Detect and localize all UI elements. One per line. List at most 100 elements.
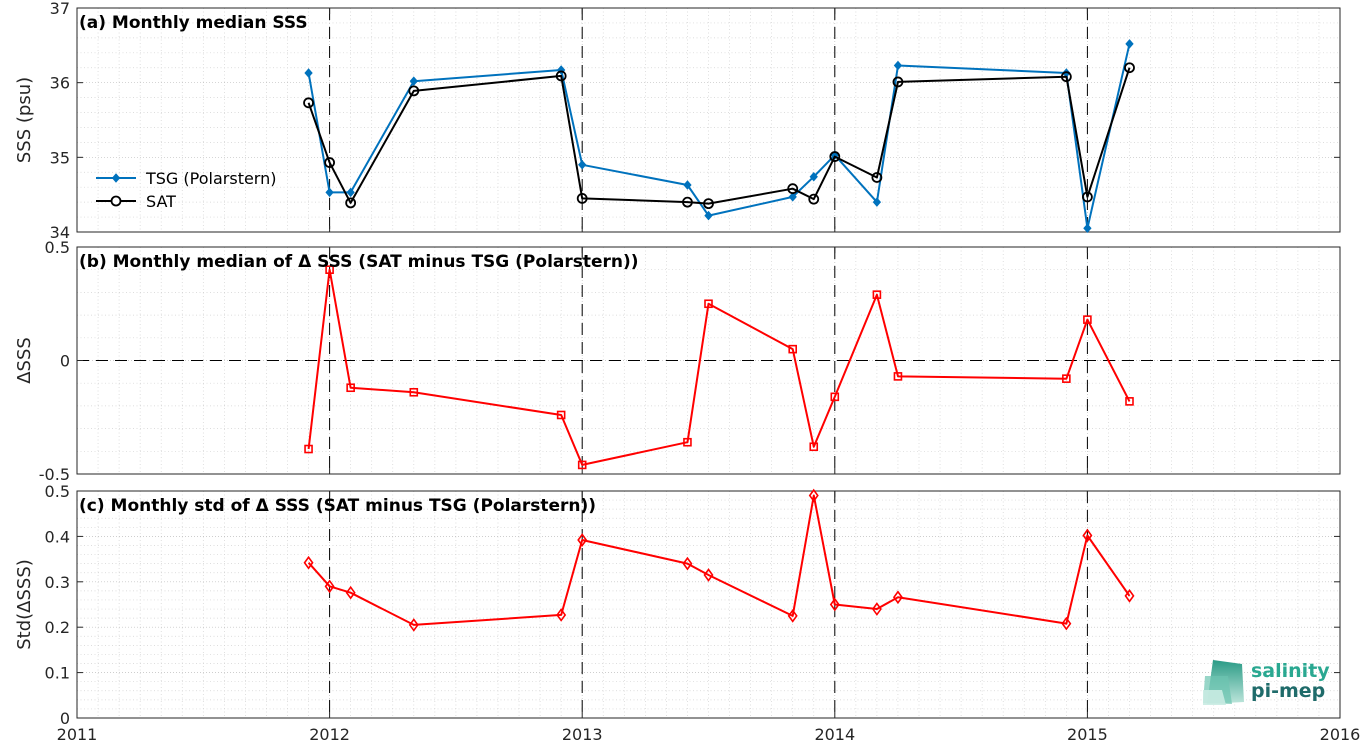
- data-point: [1124, 589, 1135, 603]
- data-point: [304, 68, 313, 78]
- y-axis-label: SSS (psu): [14, 77, 35, 163]
- y-tick-label: 35: [50, 148, 70, 167]
- data-point: [345, 197, 357, 209]
- x-tick-label: 2011: [57, 725, 98, 744]
- data-point: [1124, 62, 1135, 74]
- data-point: [1125, 39, 1134, 49]
- axes-box: [76, 490, 1341, 719]
- salinity-pi-mep-logo: salinity pi-mep: [1203, 660, 1330, 705]
- data-point: [829, 597, 840, 612]
- data-point: [704, 210, 713, 221]
- data-point: [871, 602, 882, 616]
- data-point: [893, 60, 903, 71]
- y-tick-label: 34: [50, 223, 70, 242]
- y-tick-label: -0.5: [39, 465, 70, 484]
- y-tick-label: 0.5: [45, 238, 70, 257]
- data-point: [1083, 315, 1092, 324]
- data-point: [1125, 397, 1134, 406]
- legend-label: TSG (Polarstern): [145, 169, 276, 188]
- data-point: [872, 290, 882, 299]
- y-tick-label: 0: [60, 352, 70, 371]
- data-point: [829, 151, 841, 162]
- data-point: [682, 556, 693, 571]
- y-tick-label: 0.1: [45, 664, 70, 683]
- x-tick-label: 2014: [814, 725, 855, 744]
- y-tick-label: 0.2: [45, 618, 70, 637]
- data-point: [577, 533, 588, 547]
- legend-marker: [110, 195, 122, 207]
- data-point: [409, 387, 419, 397]
- panel-2: -0.5 0 0.5 ΔSSS (b) Monthly median of Δ SSS …: [14, 238, 1341, 484]
- data-point: [892, 76, 904, 88]
- logo-line2: pi-mep: [1251, 680, 1325, 702]
- data-point: [576, 192, 588, 204]
- panel-title: (b) Monthly median of Δ SSS (SAT minus T…: [79, 252, 639, 272]
- data-point: [704, 299, 713, 309]
- data-point: [830, 392, 840, 402]
- data-point: [324, 157, 336, 168]
- data-point: [1061, 616, 1072, 631]
- data-point: [787, 608, 798, 623]
- data-point: [1062, 374, 1071, 383]
- x-tick-label: 2016: [1320, 725, 1361, 744]
- panel-3: 2011 2012 2013 2014 2015 2016 0 0.1 0.2 0.3 0.4 0.5…: [14, 482, 1360, 744]
- data-point: [872, 197, 882, 207]
- data-point: [808, 488, 819, 503]
- y-axis-label: Std(ΔSSS): [14, 559, 35, 650]
- series-line: [307, 268, 1131, 466]
- data-point: [683, 180, 692, 190]
- y-tick-label: 0.4: [45, 527, 70, 546]
- data-point: [304, 444, 313, 454]
- data-point: [303, 97, 314, 109]
- data-point: [408, 618, 419, 632]
- data-point: [1083, 223, 1092, 234]
- data-point: [809, 442, 819, 452]
- legend-marker: [111, 173, 121, 183]
- data-point: [555, 70, 567, 82]
- data-point: [788, 344, 798, 354]
- data-point: [577, 460, 587, 470]
- data-point: [408, 85, 420, 97]
- y-tick-label: 0: [60, 709, 70, 728]
- y-tick-label: 0.5: [45, 482, 70, 501]
- data-point: [578, 160, 587, 170]
- y-tick-label: 37: [50, 0, 70, 18]
- x-tick-label: 2015: [1067, 725, 1108, 744]
- data-point: [892, 590, 903, 605]
- data-point: [345, 585, 356, 600]
- data-point: [682, 196, 693, 208]
- data-point: [893, 372, 903, 381]
- panel-title: (c) Monthly std of Δ SSS (SAT minus TSG …: [79, 496, 596, 516]
- data-point: [1082, 191, 1093, 203]
- data-point: [303, 555, 314, 570]
- data-point: [556, 608, 567, 622]
- data-point: [683, 437, 692, 447]
- data-point: [809, 171, 818, 182]
- panel-1: 34 35 36 37 SSS (psu) (a) Monthly median SSS T…: [14, 0, 1341, 242]
- data-point: [346, 187, 355, 198]
- data-point: [346, 383, 355, 393]
- data-point: [409, 76, 418, 86]
- x-tick-label: 2012: [309, 725, 350, 744]
- data-point: [325, 265, 334, 275]
- data-point: [871, 172, 883, 183]
- data-point: [1060, 71, 1072, 83]
- data-point: [808, 193, 820, 205]
- y-tick-label: 0.3: [45, 573, 70, 592]
- x-tick-label: 2013: [562, 725, 603, 744]
- logo-line1: salinity: [1251, 660, 1330, 682]
- data-point: [1082, 528, 1093, 543]
- data-point: [556, 410, 566, 420]
- series-line: [307, 43, 1131, 230]
- data-point: [703, 198, 714, 210]
- panel-title: (a) Monthly median SSS: [79, 13, 308, 33]
- data-point: [324, 579, 335, 594]
- data-point: [787, 183, 799, 195]
- data-point: [325, 187, 334, 198]
- legend-label: SAT: [146, 192, 176, 211]
- data-point: [703, 568, 714, 582]
- y-tick-label: 36: [50, 74, 70, 93]
- series-line: [307, 67, 1131, 205]
- series-line: [307, 494, 1131, 626]
